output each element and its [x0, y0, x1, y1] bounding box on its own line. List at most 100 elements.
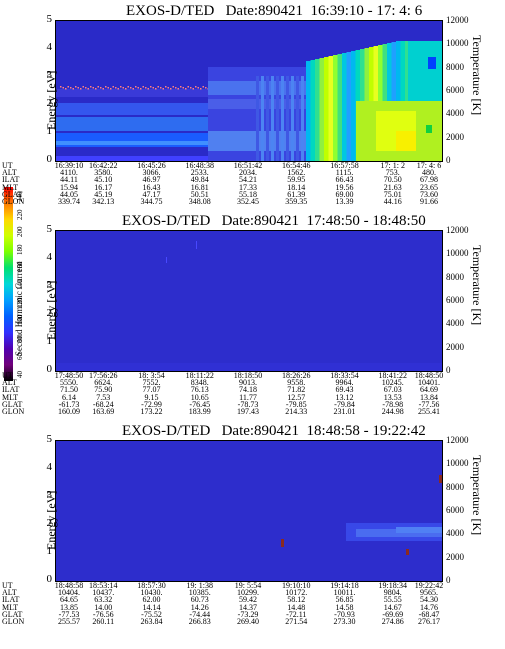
ephemeris-value: 7.53	[96, 392, 111, 402]
heatmap-speck	[82, 86, 84, 88]
ephemeris-value: 11.77	[239, 392, 257, 402]
temperature-tick-label: 8000	[446, 481, 464, 492]
ephemeris-value: 12.57	[287, 392, 306, 402]
heatmap-column	[346, 52, 351, 161]
ephemeris-value: 66.43	[335, 175, 354, 185]
ephemeris-value: 16:48:38	[185, 161, 214, 170]
ephemeris-value: -68.24	[92, 399, 114, 409]
panel-3-spectrogram	[55, 440, 443, 582]
ephemeris-value: 44.05	[60, 189, 78, 199]
ephemeris-value: 63.32	[94, 595, 113, 605]
panel-2-title: EXOS-D/TED Date:890421 17:48:50 - 18:48:…	[122, 213, 426, 229]
ephemeris-value: 10.65	[190, 392, 209, 402]
colorbar-tick: 100	[16, 314, 24, 326]
ephemeris-value: 10385.	[188, 588, 211, 598]
ephemeris-value: -74.44	[189, 609, 211, 619]
ephemeris-value: 50.51	[190, 189, 209, 199]
ephemeris-value: 480.	[422, 168, 436, 178]
ephemeris-value: 18: 3:54	[138, 371, 165, 380]
ephemeris-value: 18:11:22	[185, 371, 214, 380]
ephemeris-value: 3066.	[142, 168, 161, 178]
ephemeris-value: 19:14:18	[330, 581, 359, 590]
ephemeris-value: 64.65	[60, 595, 78, 605]
heatmap-region	[396, 131, 416, 151]
ephemeris-value: 46.97	[142, 175, 161, 185]
ephemeris-value: 14.14	[142, 602, 161, 612]
colorbar-tick: 200	[16, 226, 24, 238]
ephemeris-value: 271.54	[285, 616, 308, 626]
temperature-tick-label: 12000	[446, 225, 469, 235]
ephemeris-value: 18:33:54	[330, 371, 359, 380]
ephemeris-value: 18.14	[287, 182, 306, 192]
heatmap-speck	[147, 88, 149, 90]
ephemeris-value: 13.39	[335, 196, 354, 206]
ephemeris-value: 9013.	[239, 378, 257, 388]
ephemeris-value: 6624.	[94, 378, 113, 388]
temperature-tick-label: 4000	[446, 528, 464, 539]
heatmap-speck	[97, 86, 99, 88]
ephemeris-value: 1562.	[287, 168, 306, 178]
ephemeris-label: GLAT	[2, 609, 23, 619]
ephemeris-value: 183.99	[188, 406, 211, 416]
heatmap-speck	[67, 86, 69, 88]
heatmap-column	[301, 76, 304, 161]
ephemeris-value: -70.93	[334, 609, 355, 619]
colorbar-tick: 180	[16, 244, 24, 255]
ephemeris-value: 69.43	[335, 385, 354, 395]
ephemeris-value: 10299.	[237, 588, 259, 598]
ephemeris-value: 54.21	[239, 175, 257, 185]
heatmap-speck	[107, 87, 109, 89]
heatmap-speck	[117, 88, 119, 90]
ephemeris-value: 9558.	[287, 378, 306, 388]
ephemeris-value: 10245.	[381, 378, 404, 388]
temperature-tick-label: 6000	[446, 505, 464, 515]
heatmap-column	[324, 57, 329, 161]
ephemeris-value: -79.85	[285, 399, 307, 409]
ephemeris-value: 67.98	[420, 175, 438, 185]
ephemeris-value: 8348.	[190, 378, 209, 388]
heatmap-speck	[157, 86, 159, 88]
energy-tick-label: 5	[46, 223, 53, 235]
heatmap-speck	[166, 257, 167, 263]
ephemeris-value: 44.16	[383, 196, 402, 206]
temperature-tick-label: 12000	[446, 435, 469, 445]
heatmap-region	[408, 41, 442, 101]
ephemeris-value: 352.45	[237, 196, 259, 206]
temperature-tick-label: 0	[446, 575, 451, 585]
ephemeris-value: 214.33	[285, 406, 308, 416]
ephemeris-value: 231.01	[333, 406, 356, 416]
energy-tick-label: 0	[46, 363, 53, 375]
heatmap-column	[328, 56, 333, 161]
heatmap-speck	[110, 88, 112, 90]
ephemeris-value: 15.94	[60, 182, 78, 192]
ephemeris-value: 160.09	[58, 406, 80, 416]
heatmap-column	[310, 60, 315, 161]
ephemeris-label: UT	[2, 371, 13, 380]
ephemeris-value: 359.35	[285, 196, 308, 206]
ephemeris-value: 16:57:58	[330, 161, 359, 170]
ephemeris-value: 18:57:30	[137, 581, 166, 590]
heatmap-spot	[428, 57, 436, 69]
heatmap-speck	[172, 86, 174, 88]
ephemeris-value: 75.01	[383, 189, 402, 199]
ephemeris-label: GLAT	[2, 189, 23, 199]
ephemeris-value: 64.69	[420, 385, 438, 395]
energy-tick-label: 4	[46, 461, 53, 473]
heatmap-band	[56, 103, 208, 115]
heatmap-speck	[70, 87, 72, 89]
ephemeris-value: 76.13	[190, 385, 209, 395]
heatmap-spot	[426, 125, 432, 133]
heatmap-speck	[75, 86, 77, 88]
heatmap-speck	[177, 88, 179, 90]
ephemeris-value: 266.83	[188, 616, 211, 626]
colorbar-tick: 160	[16, 261, 24, 273]
energy-tick-label: 5	[46, 433, 53, 445]
ephemeris-label: GLAT	[2, 399, 23, 409]
heatmap-speck	[105, 86, 107, 88]
ephemeris-value: 348.08	[188, 196, 211, 206]
energy-tick-label: 2	[46, 97, 53, 109]
heatmap-speck	[135, 86, 137, 88]
ephemeris-value: 276.17	[418, 616, 440, 626]
heatmap-speck	[90, 86, 92, 88]
colorbar-tick: 80	[16, 335, 24, 343]
